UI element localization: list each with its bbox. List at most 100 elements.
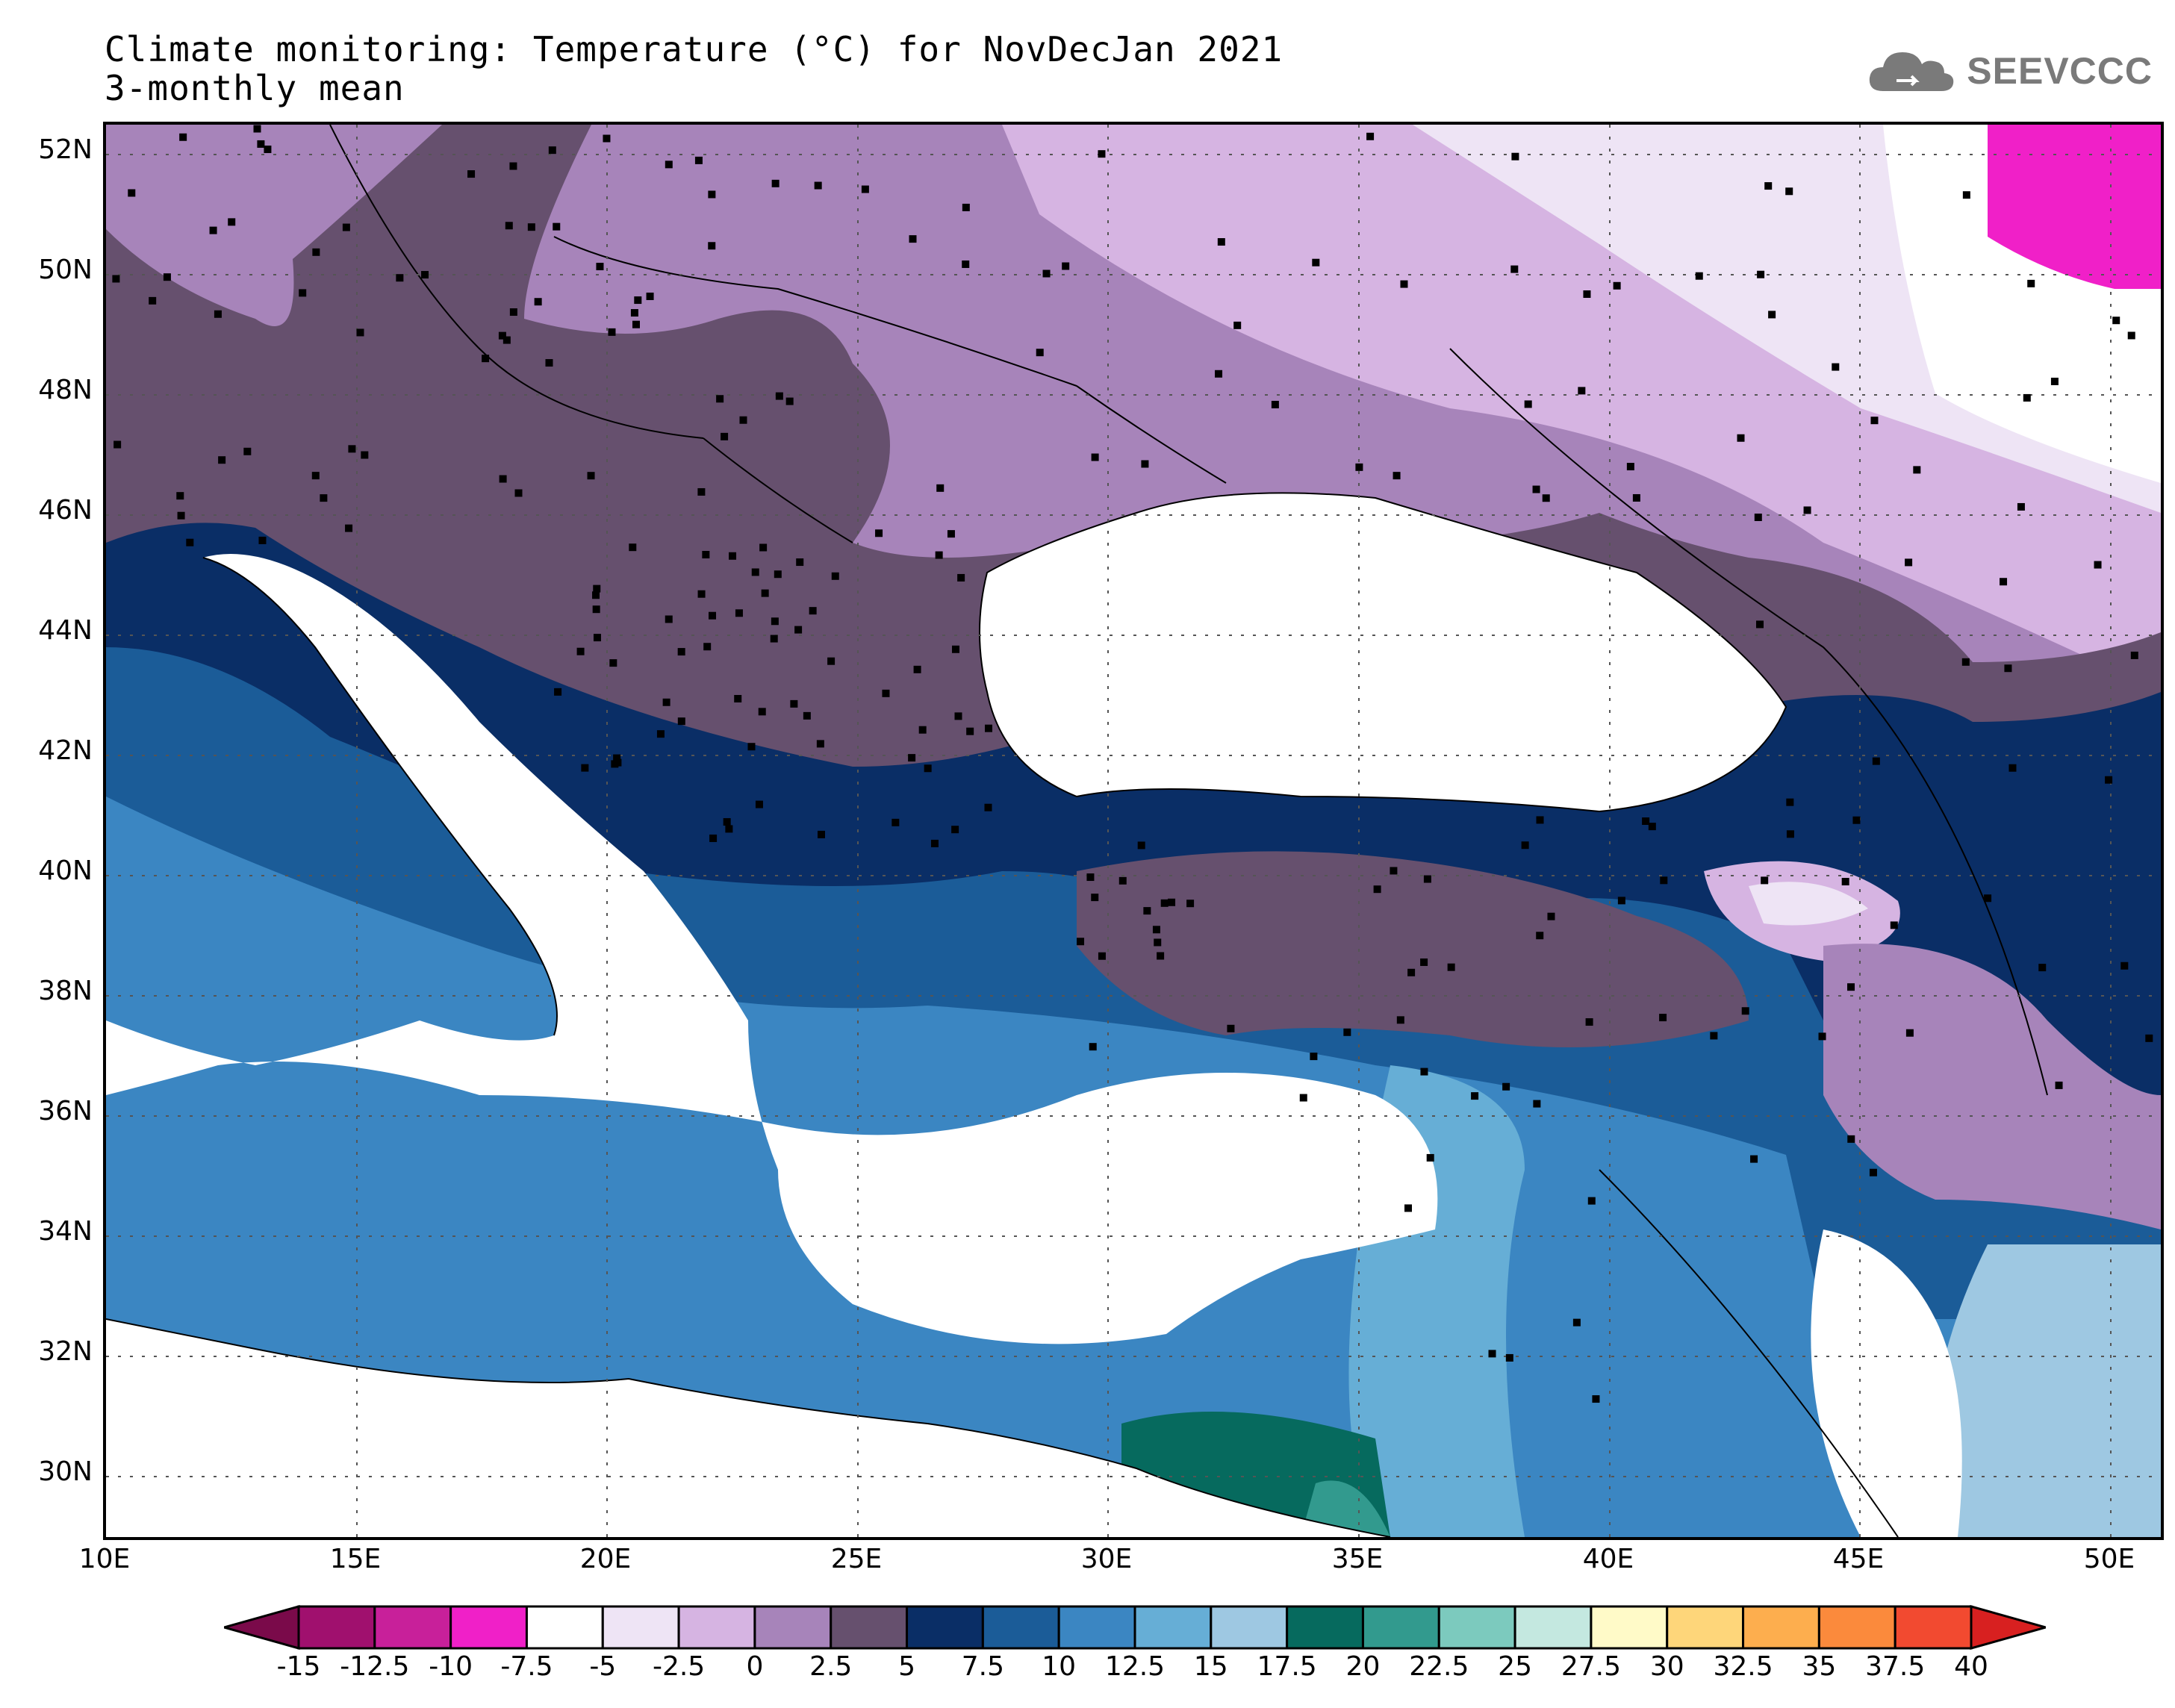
station-marker: [1632, 493, 1640, 502]
colorbar-tick-label: 25: [1498, 1651, 1532, 1682]
colorbar-box: [1133, 1605, 1213, 1650]
station-marker: [803, 711, 811, 720]
station-marker: [1852, 816, 1861, 824]
station-marker: [1143, 907, 1151, 915]
station-marker: [1741, 1007, 1749, 1015]
lat-tick-label: 36N: [38, 1096, 93, 1126]
station-marker: [1984, 894, 1992, 903]
station-marker: [163, 273, 171, 281]
station-marker: [1695, 272, 1703, 280]
field-gulf-15-17.5: [1930, 1244, 2161, 1537]
field-iraq-0-2.5: [1823, 944, 2161, 1229]
station-marker: [935, 551, 943, 559]
station-marker: [1168, 898, 1176, 906]
station-marker: [930, 839, 939, 847]
station-marker: [882, 689, 890, 697]
colorbar-tick-label: 40: [1954, 1651, 1988, 1682]
colorbar-tick-label: 27.5: [1561, 1651, 1621, 1682]
station-marker: [875, 529, 883, 537]
station-marker: [345, 524, 353, 532]
station-marker: [771, 617, 779, 626]
station-marker: [1536, 932, 1544, 940]
station-marker: [1420, 1068, 1428, 1076]
station-marker: [1870, 417, 1879, 425]
station-marker: [593, 634, 601, 642]
station-marker: [1754, 513, 1762, 521]
colorbar-box: [677, 1605, 756, 1650]
station-marker: [361, 451, 369, 459]
station-marker: [816, 740, 824, 748]
station-marker: [509, 162, 517, 170]
station-marker: [1407, 968, 1416, 976]
station-marker: [913, 665, 921, 673]
station-marker: [709, 611, 717, 620]
lon-tick-label: 30E: [1080, 1544, 1133, 1574]
station-marker: [723, 817, 731, 826]
station-marker: [534, 298, 542, 306]
station-marker: [342, 223, 350, 231]
station-marker: [1091, 894, 1099, 902]
cloud-icon: [1870, 52, 1954, 91]
station-marker: [861, 185, 869, 193]
station-marker: [1905, 1029, 1914, 1037]
station-marker: [2017, 502, 2025, 511]
station-marker: [1626, 463, 1634, 471]
station-marker: [593, 585, 601, 593]
station-marker: [1423, 875, 1431, 883]
station-marker: [209, 226, 217, 234]
station-marker: [751, 568, 759, 576]
station-marker: [179, 133, 187, 141]
station-marker: [770, 635, 778, 643]
station-marker: [311, 472, 320, 480]
colorbar-box: [525, 1605, 604, 1650]
station-marker: [509, 308, 517, 317]
station-marker: [1818, 1032, 1826, 1041]
colorbar-box: [1742, 1605, 1820, 1650]
station-marker: [1042, 269, 1051, 278]
station-marker: [228, 218, 236, 226]
station-marker: [218, 456, 226, 464]
station-marker: [755, 800, 763, 808]
station-marker: [703, 643, 712, 651]
station-marker: [1785, 187, 1793, 196]
station-marker: [716, 395, 724, 403]
station-marker: [505, 222, 513, 230]
station-marker: [2038, 964, 2047, 972]
colorbar-box: [906, 1605, 984, 1650]
station-marker: [1312, 258, 1320, 267]
lon-tick-label: 35E: [1331, 1544, 1384, 1574]
station-marker: [2055, 1081, 2063, 1089]
station-marker: [186, 538, 194, 546]
field-caucasus-minus5: [1749, 882, 1868, 926]
station-marker: [924, 764, 932, 773]
station-marker: [1404, 1204, 1412, 1212]
station-marker: [527, 223, 535, 231]
station-marker: [1215, 370, 1223, 378]
station-marker: [2008, 764, 2017, 772]
colorbar-tick-label: 20: [1345, 1651, 1381, 1682]
station-marker: [817, 830, 825, 838]
station-marker: [1420, 958, 1428, 966]
station-marker: [936, 484, 945, 492]
station-marker: [951, 826, 959, 834]
station-marker: [662, 698, 670, 706]
station-marker: [1592, 1395, 1600, 1403]
station-marker: [785, 397, 794, 405]
station-marker: [814, 181, 822, 190]
station-marker: [1154, 938, 1162, 947]
colorbar-box: [449, 1605, 528, 1650]
colorbar-tick-label: -7.5: [500, 1651, 553, 1682]
station-marker: [796, 558, 804, 567]
station-marker: [1524, 400, 1532, 408]
station-marker: [962, 260, 970, 268]
station-marker: [177, 511, 185, 520]
colorbar-tick-label: 15: [1193, 1651, 1228, 1682]
station-marker: [1737, 434, 1745, 442]
station-marker: [775, 392, 783, 400]
station-marker: [831, 572, 839, 580]
station-marker: [1962, 191, 1970, 199]
lon-tick-label: 15E: [329, 1544, 382, 1574]
station-marker: [957, 573, 965, 582]
station-marker: [2127, 331, 2135, 340]
station-marker: [1233, 321, 1242, 329]
